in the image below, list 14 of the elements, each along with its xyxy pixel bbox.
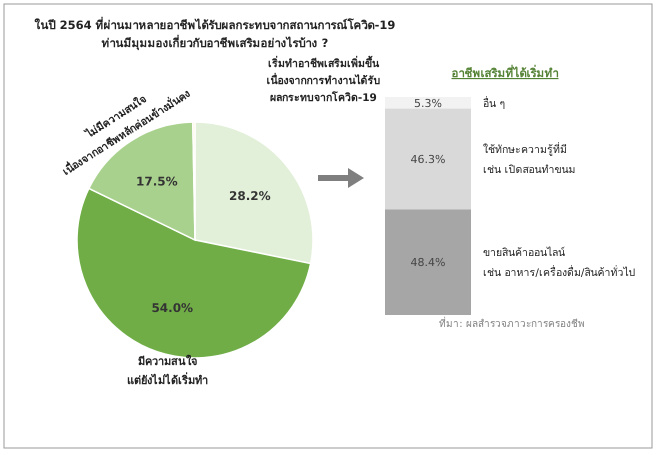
- text: ที่มา: ผลสำรวจภาวะการครองชีพ: [439, 316, 585, 330]
- series-label: ขายสินค้าออนไลน์ เช่น อาหาร/เครื่องดื่ม/สินค้าทั่วไป: [483, 246, 636, 280]
- series-label: อื่น ๆ: [483, 96, 506, 110]
- data-label: 28.2%: [229, 189, 271, 204]
- data-label: 54.0%: [151, 301, 194, 316]
- slice-label: เริ่มทำอาชีพเสริมเพิ่มขึ้น เนื่องจากการทำงานได้รับ ผลกระทบจากโควิด-19: [266, 55, 380, 104]
- series-label: ใช้ทักษะความรู้ที่มี เช่น เปิดสอนทำขนม: [483, 142, 576, 176]
- data-label: 46.3%: [410, 153, 446, 166]
- chart-title: ในปี 2564 ที่ผ่านมาหลายอาชีพได้รับผลกระทบจากสถานการณ์โควิด-19 ท่านมีมุมมองเกี่ยวกับอาชีพเสริมอย่างไรบ้าง ?: [34, 16, 396, 51]
- data-label: 17.5%: [136, 174, 178, 188]
- slice-label: มีความสนใจ แต่ยังไม่ได้เริ่มทำ: [127, 354, 208, 388]
- data-label: 5.3%: [414, 96, 442, 110]
- data-label: 48.4%: [410, 256, 446, 270]
- text: อาชีพเสริมที่ได้เริ่มทำ: [452, 64, 558, 80]
